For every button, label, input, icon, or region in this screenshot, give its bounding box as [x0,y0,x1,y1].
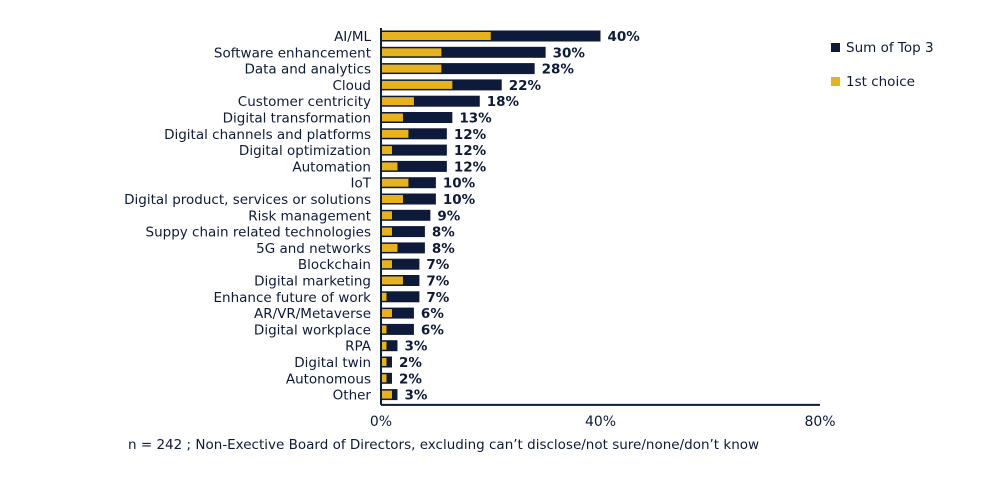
legend-label: Sum of Top 3 [846,40,934,56]
bar-sum-of-top-3 [381,193,436,205]
bar-1st-choice [381,162,398,171]
category-label: Customer centricity [238,94,371,110]
bar-1st-choice [381,129,409,138]
bar-sum-of-top-3 [381,46,546,58]
category-label: RPA [345,339,372,355]
legend-label: 1st choice [846,74,915,90]
category-label: Suppy chain related technologies [146,225,372,241]
bar-1st-choice [381,48,442,57]
x-tick-label: 40% [585,414,616,430]
bar-sum-of-top-3 [381,258,420,270]
bar-sum-of-top-3 [381,95,480,107]
bar-sum-of-top-3 [381,209,431,221]
category-label: 5G and networks [256,241,371,257]
bar-1st-choice [381,292,387,301]
bar-sum-of-top-3 [381,340,398,352]
data-label: 13% [459,111,492,127]
category-label: Digital transformation [223,111,371,127]
category-label: Risk management [248,208,371,224]
data-label: 2% [399,355,422,371]
data-label: 7% [426,274,449,290]
bar-1st-choice [381,97,414,106]
bar-sum-of-top-3 [381,112,453,123]
bar-sum-of-top-3 [381,160,447,172]
bar-1st-choice [381,325,387,334]
bar-1st-choice [381,32,491,40]
bar-1st-choice [381,227,392,236]
bar-sum-of-top-3 [381,307,414,319]
category-label: Digital marketing [254,274,371,290]
bar-sum-of-top-3 [381,291,420,303]
legend-swatch [831,43,840,52]
data-label: 9% [437,208,460,224]
category-label: Digital twin [294,355,371,371]
bar-1st-choice [381,276,403,285]
category-label: Software enhancement [214,45,371,61]
bar-sum-of-top-3 [381,242,425,254]
data-label: 10% [443,192,476,208]
data-label: 3% [404,339,427,355]
bar-sum-of-top-3 [381,144,447,156]
category-label: Automation [292,159,371,175]
bar-1st-choice [381,80,453,89]
bar-1st-choice [381,243,398,252]
bar-1st-choice [381,309,392,318]
category-label: Digital workplace [254,322,371,338]
bar-1st-choice [381,146,392,155]
data-label: 7% [426,257,449,273]
category-label: Data and analytics [244,62,371,78]
data-label: 28% [542,62,575,78]
category-label: Cloud [332,78,371,94]
category-label: Other [333,388,372,404]
category-label: Autonomous [286,371,371,387]
category-label: AI/ML [334,29,371,45]
bar-1st-choice [381,260,392,269]
bar-sum-of-top-3 [381,323,414,335]
data-label: 8% [432,225,455,241]
data-label: 12% [454,159,487,175]
bar-1st-choice [381,64,442,73]
x-tick-label: 80% [804,414,835,430]
category-label: Enhance future of work [214,290,372,306]
data-label: 3% [404,388,427,404]
data-label: 2% [399,371,422,387]
data-label: 18% [487,94,520,110]
data-label: 10% [443,176,476,192]
data-label: 30% [553,45,586,61]
bar-chart-svg: AI/ML 40% Software enhancement 30% Data and … [124,28,934,430]
category-label: IoT [351,176,372,192]
bar-1st-choice [381,195,403,203]
data-label: 6% [421,322,444,338]
bar-1st-choice [381,374,387,383]
bar-1st-choice [381,341,387,350]
bar-1st-choice [381,211,392,220]
category-label: Digital channels and platforms [164,127,371,143]
category-label: Blockchain [298,257,371,273]
chart-footnote: n = 242 ; Non-Exective Board of Director… [128,437,760,453]
bar-1st-choice [381,358,387,366]
bar-1st-choice [381,178,409,187]
data-label: 22% [509,78,542,94]
legend-swatch [831,77,840,86]
category-label: Digital product, services or solutions [124,192,371,208]
bar-1st-choice [381,390,392,399]
data-label: 12% [454,143,487,159]
bar-1st-choice [381,113,403,122]
bar-sum-of-top-3 [381,226,425,238]
bar-sum-of-top-3 [381,128,447,140]
category-label: AR/VR/Metaverse [254,306,371,322]
data-label: 8% [432,241,455,257]
data-label: 7% [426,290,449,306]
x-tick-label: 0% [370,414,392,430]
data-label: 12% [454,127,487,143]
data-label: 6% [421,306,444,322]
bar-sum-of-top-3 [381,63,535,75]
category-label: Digital optimization [239,143,371,159]
data-label: 40% [608,29,641,45]
